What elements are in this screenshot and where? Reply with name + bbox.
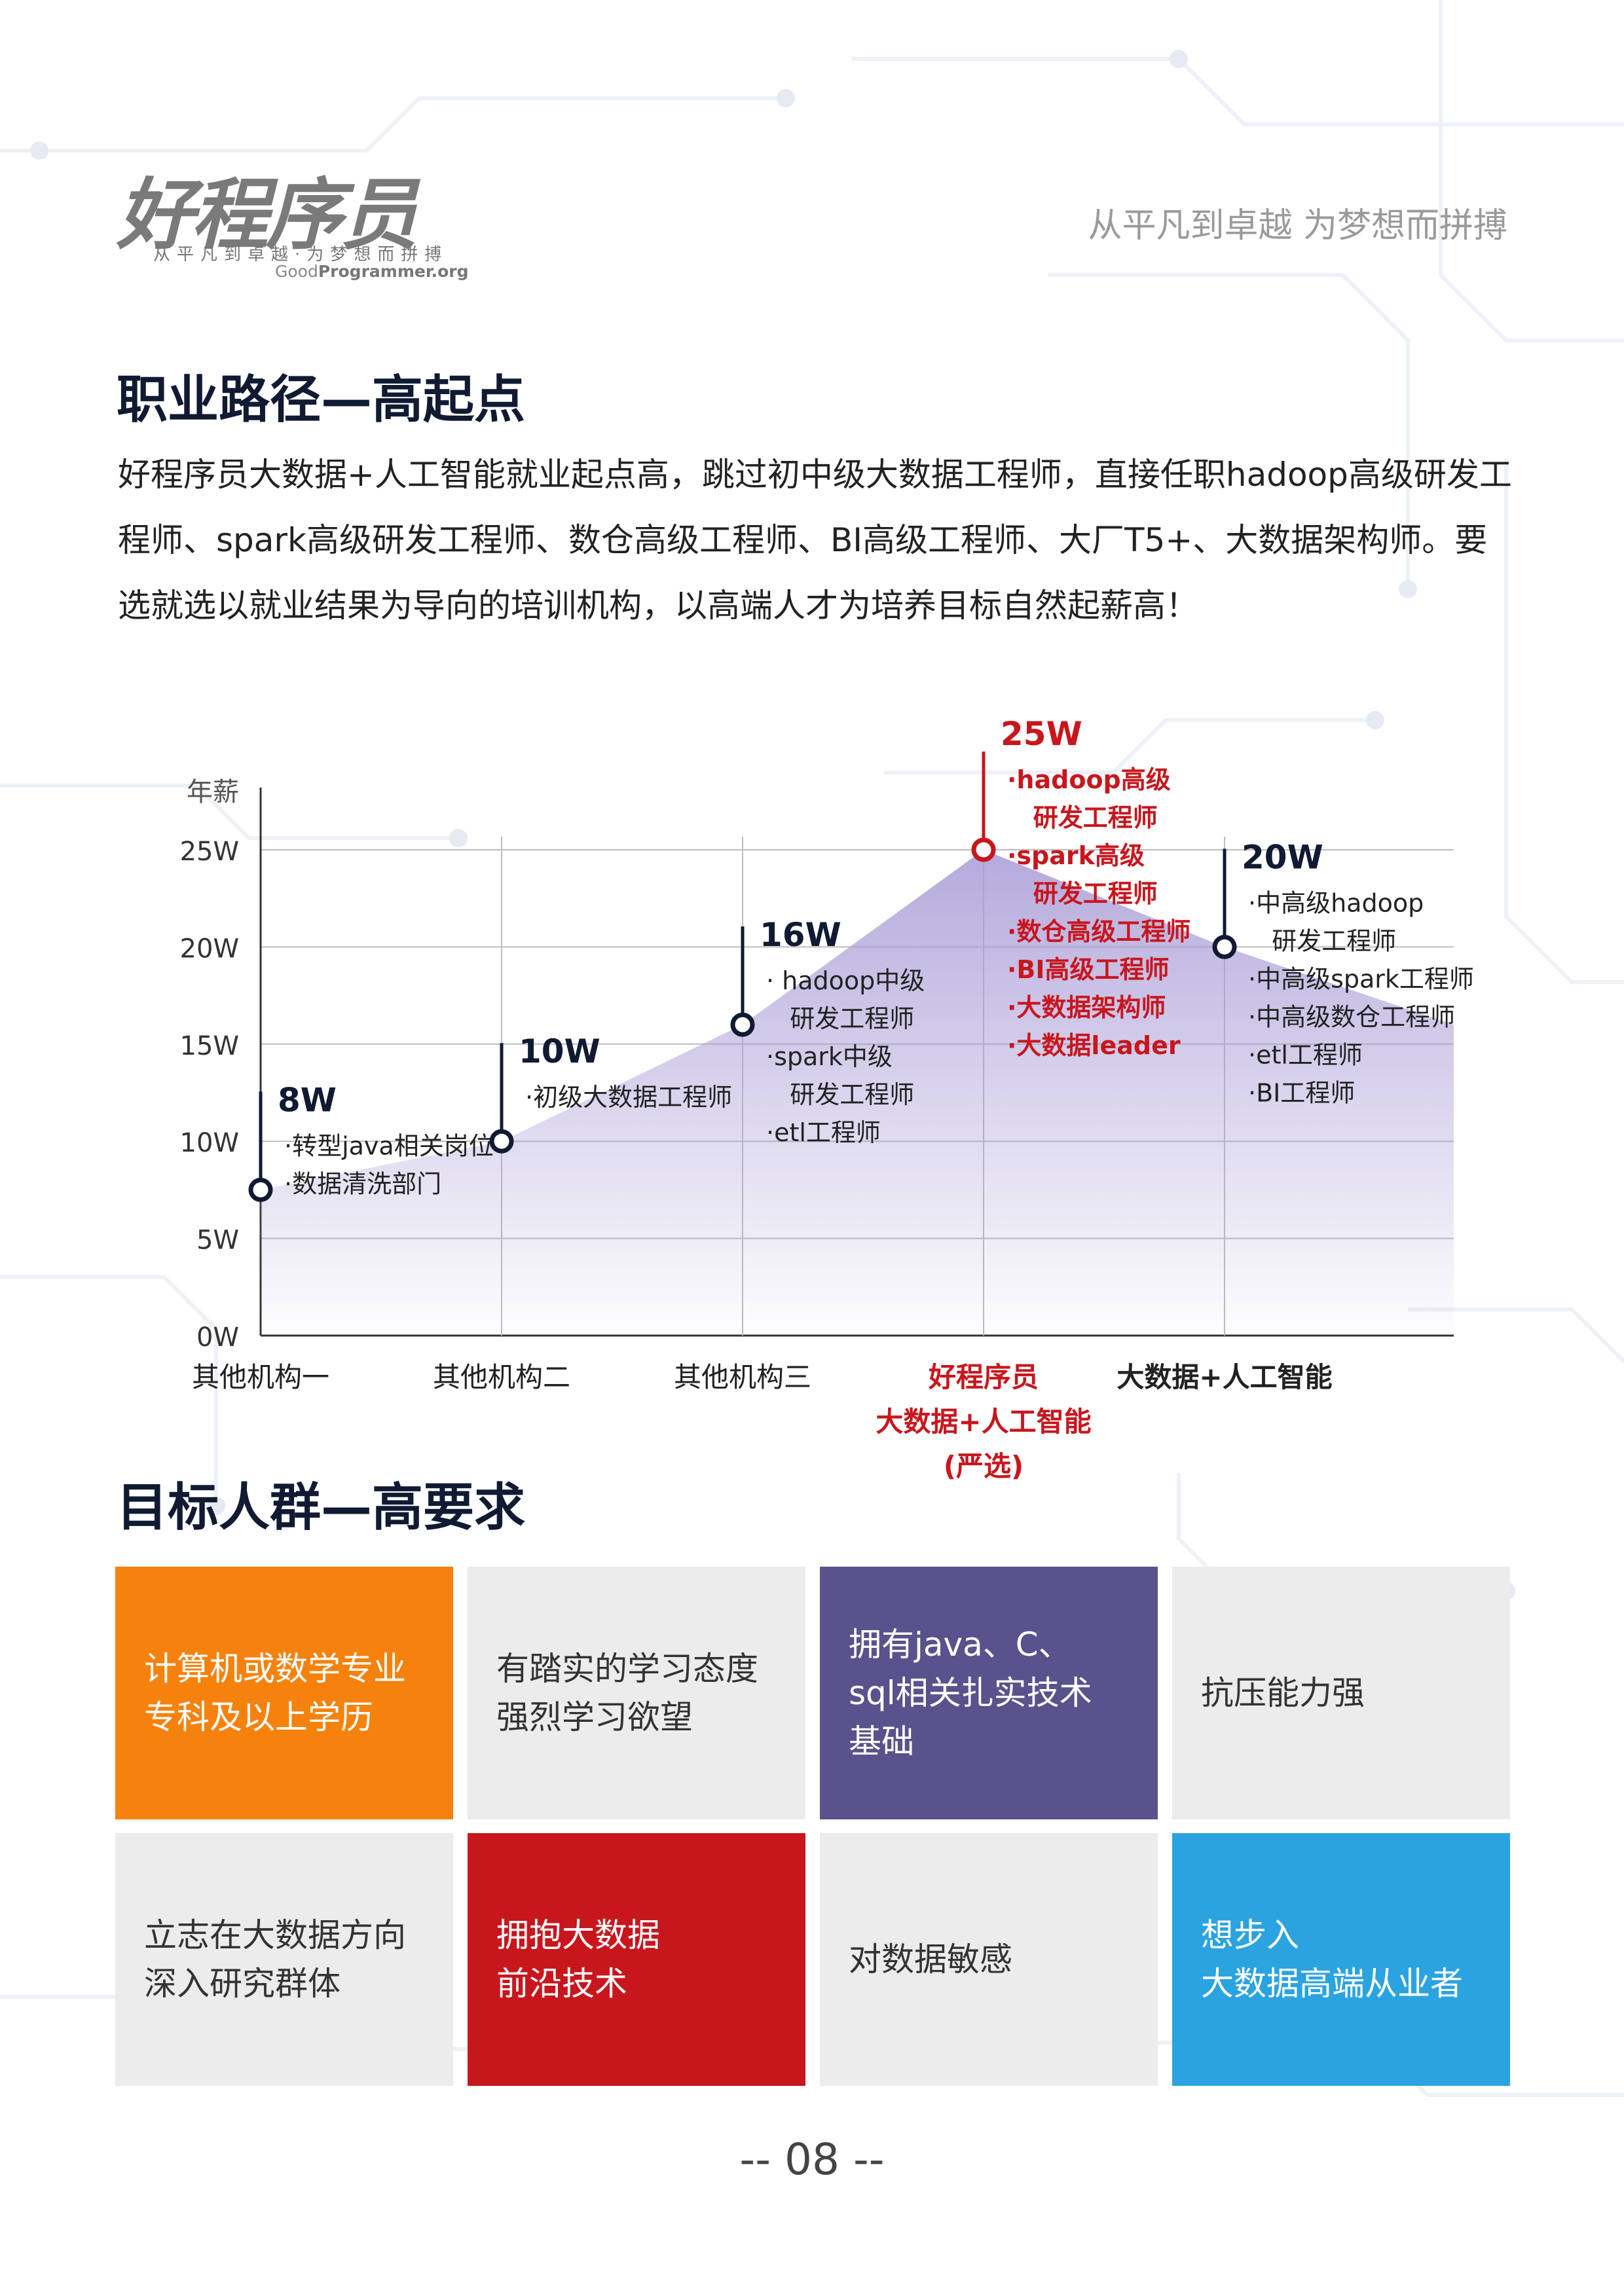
data-label: 20W bbox=[1242, 838, 1323, 876]
tile-text: 想步入 大数据高端从业者 bbox=[1201, 1916, 1463, 2003]
data-annotation: ·中高级spark工程师 bbox=[1248, 964, 1474, 993]
data-annotation: ·spark中级 bbox=[766, 1042, 893, 1071]
page-number: -- 08 -- bbox=[739, 2134, 885, 2185]
tile-text: 有踏实的学习态度 强烈学习欲望 bbox=[496, 1650, 758, 1736]
target-group-tile: 有踏实的学习态度 强烈学习欲望 bbox=[468, 1567, 805, 1819]
x-category-label: 其他机构三 bbox=[674, 1361, 811, 1393]
logo: 好程序员 bbox=[117, 170, 418, 260]
data-annotation: 研发工程师 bbox=[1007, 879, 1158, 908]
data-annotation: ·etl工程师 bbox=[766, 1118, 881, 1147]
data-label: 16W bbox=[760, 916, 841, 954]
target-group-tile: 对数据敏感 bbox=[820, 1833, 1158, 2086]
section-title-career-path: 职业路径—高起点 bbox=[117, 371, 526, 429]
data-annotation: 研发工程师 bbox=[1248, 926, 1396, 955]
data-annotation: ·数仓高级工程师 bbox=[1007, 917, 1190, 946]
target-group-tile: 立志在大数据方向 深入研究群体 bbox=[115, 1833, 453, 2086]
target-group-tile: 计算机或数学专业 专科及以上学历 bbox=[115, 1567, 453, 1819]
intro-paragraph: 好程序员大数据+人工智能就业起点高，跳过初中级大数据工程师，直接任职hadoop… bbox=[118, 456, 1512, 625]
salary-area bbox=[261, 850, 1454, 1336]
y-tick-label: 20W bbox=[180, 934, 239, 964]
data-annotation: ·BI工程师 bbox=[1248, 1078, 1355, 1107]
data-annotation: 研发工程师 bbox=[766, 1004, 914, 1033]
tile-text: 抗压能力强 bbox=[1201, 1674, 1365, 1712]
data-annotation: ·etl工程师 bbox=[1248, 1040, 1363, 1069]
data-annotation: ·大数据架构师 bbox=[1007, 993, 1166, 1022]
x-category-label: 好程序员 bbox=[928, 1361, 1039, 1393]
data-point bbox=[971, 837, 996, 862]
data-annotation: 研发工程师 bbox=[1007, 803, 1158, 832]
data-annotation: ·hadoop高级 bbox=[1007, 765, 1171, 794]
data-annotation: ·数据清洗部门 bbox=[284, 1169, 441, 1198]
tile-text: 对数据敏感 bbox=[849, 1941, 1012, 1978]
x-category-label: 大数据+人工智能 bbox=[1116, 1361, 1332, 1393]
logo-tagline: 从平凡到卓越·为梦想而拼搏 bbox=[153, 245, 449, 264]
y-tick-label: 5W bbox=[196, 1226, 239, 1256]
data-annotation: ·BI高级工程师 bbox=[1007, 955, 1170, 984]
tile-text: 立志在大数据方向 深入研究群体 bbox=[144, 1916, 406, 2003]
x-category-label: 大数据+人工智能 bbox=[876, 1406, 1091, 1438]
x-category-label: 其他机构一 bbox=[192, 1361, 329, 1393]
target-group-tile: 拥有java、C、 sql相关扎实技术 基础 bbox=[820, 1567, 1158, 1819]
target-group-tile: 拥抱大数据 前沿技术 bbox=[468, 1833, 805, 2086]
y-tick-label: 10W bbox=[180, 1128, 239, 1158]
data-annotation: ·转型java相关岗位 bbox=[284, 1131, 494, 1160]
data-annotation: · hadoop中级 bbox=[766, 966, 925, 995]
data-annotation: ·spark高级 bbox=[1007, 841, 1145, 870]
data-label: 25W bbox=[1001, 715, 1082, 753]
x-category-label: 其他机构二 bbox=[433, 1361, 570, 1393]
data-label: 8W bbox=[278, 1081, 337, 1119]
data-annotation: ·中高级hadoop bbox=[1248, 888, 1424, 917]
section-title-target-group: 目标人群—高要求 bbox=[117, 1478, 526, 1537]
data-annotation: ·初级大数据工程师 bbox=[525, 1083, 732, 1112]
data-annotation: 研发工程师 bbox=[766, 1080, 914, 1109]
target-group-tile: 抗压能力强 bbox=[1172, 1567, 1510, 1819]
data-annotation: ·大数据leader bbox=[1007, 1031, 1181, 1060]
data-point bbox=[248, 1177, 273, 1202]
logo-site-bold: Programmer.org bbox=[318, 262, 469, 281]
data-point bbox=[1212, 934, 1237, 959]
logo-site-light: Good bbox=[275, 262, 318, 281]
data-annotation: ·中高级数仓工程师 bbox=[1248, 1002, 1455, 1031]
data-label: 10W bbox=[519, 1032, 600, 1070]
logo-site: GoodProgrammer.org bbox=[275, 262, 468, 281]
y-tick-label: 15W bbox=[180, 1031, 239, 1061]
header-slogan: 从平凡到卓越 为梦想而拼搏 bbox=[1088, 206, 1507, 246]
tile-text: 计算机或数学专业 专科及以上学历 bbox=[144, 1650, 406, 1736]
data-point bbox=[730, 1012, 755, 1037]
tile-text: 拥有java、C、 sql相关扎实技术 基础 bbox=[849, 1626, 1092, 1760]
target-group-tile: 想步入 大数据高端从业者 bbox=[1172, 1833, 1510, 2086]
y-axis-label: 年薪 bbox=[187, 777, 239, 807]
tile-text: 拥抱大数据 前沿技术 bbox=[496, 1916, 660, 2003]
data-point bbox=[489, 1129, 514, 1154]
y-tick-label: 25W bbox=[180, 837, 239, 867]
y-tick-label: 0W bbox=[196, 1322, 239, 1353]
x-category-label: (严选) bbox=[944, 1450, 1024, 1482]
